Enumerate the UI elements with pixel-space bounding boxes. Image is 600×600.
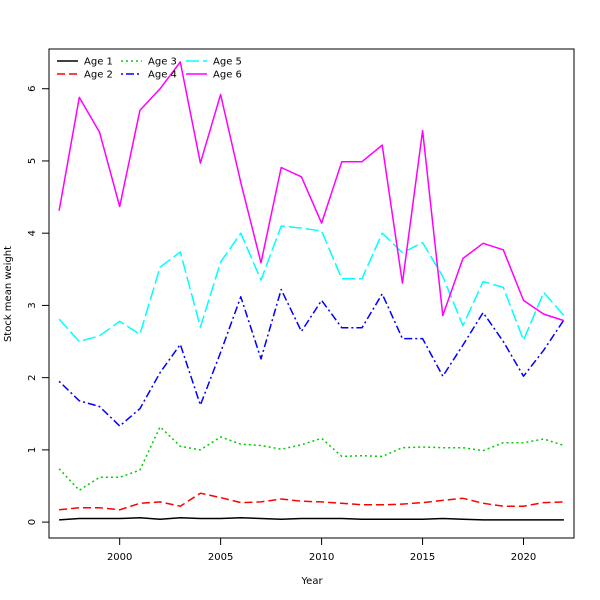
y-tick-label: 6 xyxy=(27,86,38,92)
series-line-age-6 xyxy=(58,61,565,322)
series-layer xyxy=(58,61,565,521)
x-tick-label: 2010 xyxy=(309,552,334,563)
y-tick-label: 4 xyxy=(27,230,38,236)
y-tick-label: 5 xyxy=(27,158,38,164)
series-line-age-3 xyxy=(58,426,565,492)
legend-label-age-3: Age 3 xyxy=(148,57,177,68)
series-line-age-5 xyxy=(58,225,565,343)
y-tick-label: 0 xyxy=(27,519,38,525)
legend-label-age-5: Age 5 xyxy=(213,57,242,68)
y-tick-label: 2 xyxy=(27,374,38,380)
x-tick-label: 2005 xyxy=(208,552,233,563)
y-tick-label: 1 xyxy=(27,447,38,453)
legend-label-age-1: Age 1 xyxy=(84,57,113,68)
legend-label-age-4: Age 4 xyxy=(148,70,177,81)
x-tick-label: 2015 xyxy=(410,552,435,563)
series-line-age-4 xyxy=(58,288,565,427)
series-line-age-1 xyxy=(59,517,564,521)
x-axis: 2000 2005 2010 2015 2020 xyxy=(107,538,536,563)
legend-label-age-6: Age 6 xyxy=(213,70,242,81)
y-tick-label: 3 xyxy=(27,302,38,308)
y-axis-label: Stock mean weight xyxy=(3,246,14,342)
series-line-age-2 xyxy=(59,492,564,511)
legend: Age 1 Age 2 Age 3 Age 4 Age 5 Age 6 xyxy=(57,57,242,81)
x-tick-label: 2000 xyxy=(107,552,132,563)
plot-frame xyxy=(48,48,575,539)
y-axis: 0 1 2 3 4 5 6 xyxy=(27,86,49,525)
x-axis-label: Year xyxy=(300,576,323,587)
x-tick-label: 2020 xyxy=(511,552,536,563)
legend-label-age-2: Age 2 xyxy=(84,70,113,81)
